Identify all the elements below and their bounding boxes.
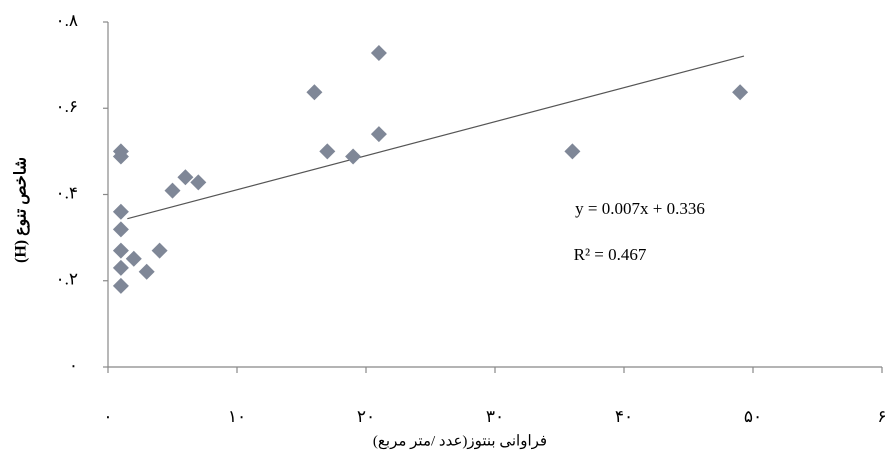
point (112, 277, 129, 294)
y-tick-label: ۰.۴ (55, 183, 78, 202)
point (112, 203, 129, 220)
point (164, 182, 181, 199)
y-tick-label: ۰ (69, 356, 78, 375)
point (345, 148, 362, 165)
x-tick-label: ۱۰ (228, 407, 246, 426)
x-tick-label: ۰ (103, 407, 112, 426)
y-tick-label: ۰.۸ (55, 11, 78, 30)
x-tick-label: ۴۰ (615, 407, 633, 426)
x-axis-label: فراوانی بنتوز(عدد /متر مربع) (373, 433, 547, 449)
point (370, 126, 387, 143)
y-axis-label: شاخص تنوع (H) (13, 157, 31, 263)
point (564, 143, 581, 160)
point (370, 45, 387, 62)
point (112, 242, 129, 259)
r-squared: R² = 0.467 (574, 245, 647, 264)
point (125, 250, 142, 267)
x-tick-label: ۲۰ (357, 407, 375, 426)
trendline (127, 55, 745, 220)
point (177, 169, 194, 186)
x-tick-label: ۵۰ (744, 407, 762, 426)
point (732, 84, 749, 101)
point (319, 143, 336, 160)
x-tick-label: ۶ (877, 407, 886, 426)
point (112, 221, 129, 238)
y-tick-label: ۰.۶ (55, 97, 78, 116)
x-tick-label: ۳۰ (486, 407, 504, 426)
point (112, 148, 129, 165)
point (112, 259, 129, 276)
equation: y = 0.007x + 0.336 (575, 199, 705, 218)
point (151, 242, 168, 259)
point (138, 263, 155, 280)
point (306, 84, 323, 101)
point (190, 174, 207, 191)
y-tick-label: ۰.۲ (55, 270, 78, 289)
